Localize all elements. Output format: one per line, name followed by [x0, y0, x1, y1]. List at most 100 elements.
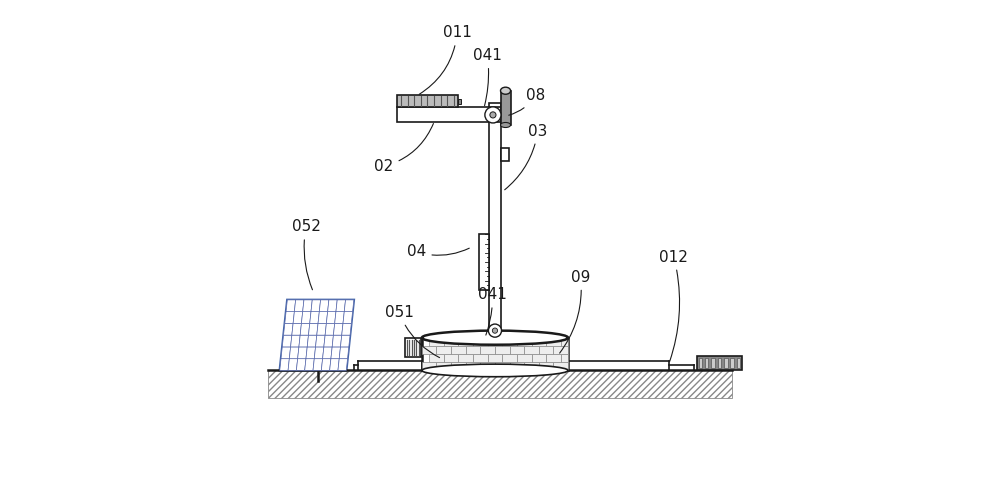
Polygon shape: [324, 335, 333, 347]
Bar: [397, 95, 458, 107]
Circle shape: [492, 328, 498, 333]
Bar: [451, 362, 466, 370]
Polygon shape: [291, 335, 300, 347]
Ellipse shape: [501, 122, 511, 128]
Polygon shape: [339, 347, 349, 359]
Polygon shape: [280, 359, 289, 370]
Polygon shape: [310, 311, 319, 324]
Bar: [451, 346, 466, 354]
Polygon shape: [323, 347, 332, 359]
Bar: [480, 346, 495, 354]
Bar: [480, 362, 495, 370]
Polygon shape: [308, 324, 318, 335]
Bar: [539, 346, 553, 354]
Bar: [489, 103, 501, 370]
Bar: [502, 338, 517, 346]
Bar: [458, 99, 461, 104]
Polygon shape: [288, 359, 298, 370]
Text: 052: 052: [292, 219, 320, 290]
Polygon shape: [313, 359, 323, 370]
Bar: [718, 358, 721, 368]
Polygon shape: [330, 359, 339, 370]
Bar: [422, 346, 436, 354]
Bar: [517, 354, 532, 362]
Bar: [488, 338, 502, 346]
Text: 02: 02: [374, 123, 433, 174]
Ellipse shape: [422, 364, 568, 377]
Text: 051: 051: [385, 305, 440, 358]
Text: 012: 012: [659, 249, 688, 361]
Bar: [539, 362, 553, 370]
Polygon shape: [340, 335, 350, 347]
Bar: [473, 354, 488, 362]
Bar: [268, 370, 732, 398]
Bar: [510, 346, 524, 354]
Bar: [422, 338, 568, 370]
Bar: [422, 362, 436, 370]
Polygon shape: [282, 335, 292, 347]
Bar: [532, 338, 546, 346]
Bar: [429, 354, 444, 362]
Polygon shape: [303, 300, 312, 311]
Bar: [501, 91, 511, 125]
Polygon shape: [325, 324, 335, 335]
Polygon shape: [338, 359, 348, 370]
Bar: [546, 338, 561, 346]
Polygon shape: [280, 300, 354, 370]
Bar: [724, 358, 728, 368]
Polygon shape: [293, 311, 303, 324]
Bar: [730, 358, 734, 368]
Polygon shape: [292, 324, 301, 335]
Polygon shape: [306, 347, 316, 359]
Polygon shape: [317, 324, 326, 335]
Text: 08: 08: [509, 88, 545, 115]
Polygon shape: [335, 311, 344, 324]
Polygon shape: [300, 324, 310, 335]
Bar: [458, 354, 473, 362]
Polygon shape: [316, 335, 325, 347]
Polygon shape: [305, 359, 314, 370]
Bar: [479, 234, 489, 290]
Polygon shape: [328, 300, 337, 311]
Bar: [495, 362, 510, 370]
Bar: [705, 358, 708, 368]
Polygon shape: [314, 347, 324, 359]
Bar: [436, 362, 451, 370]
Polygon shape: [286, 300, 296, 311]
Polygon shape: [321, 359, 331, 370]
Text: 041: 041: [473, 48, 502, 106]
Bar: [711, 358, 715, 368]
Polygon shape: [296, 359, 306, 370]
Polygon shape: [332, 335, 342, 347]
Bar: [501, 148, 509, 161]
Bar: [524, 362, 539, 370]
Text: 04: 04: [407, 244, 469, 260]
Bar: [737, 358, 740, 368]
Polygon shape: [289, 347, 299, 359]
Polygon shape: [294, 300, 304, 311]
Polygon shape: [331, 347, 340, 359]
Bar: [444, 338, 458, 346]
Bar: [458, 338, 473, 346]
Bar: [699, 358, 702, 368]
Polygon shape: [318, 311, 328, 324]
Polygon shape: [343, 311, 353, 324]
Text: 09: 09: [560, 270, 590, 353]
Polygon shape: [333, 324, 343, 335]
Circle shape: [490, 112, 496, 118]
Polygon shape: [319, 300, 329, 311]
Text: 03: 03: [505, 123, 547, 190]
Bar: [429, 338, 444, 346]
Ellipse shape: [422, 331, 568, 345]
Bar: [532, 354, 546, 362]
Bar: [466, 362, 480, 370]
Polygon shape: [281, 347, 291, 359]
Text: 011: 011: [419, 25, 472, 94]
Ellipse shape: [501, 87, 511, 94]
Bar: [444, 354, 458, 362]
Polygon shape: [311, 300, 321, 311]
Bar: [561, 354, 568, 362]
Polygon shape: [344, 300, 354, 311]
Bar: [397, 107, 501, 122]
Bar: [495, 346, 510, 354]
